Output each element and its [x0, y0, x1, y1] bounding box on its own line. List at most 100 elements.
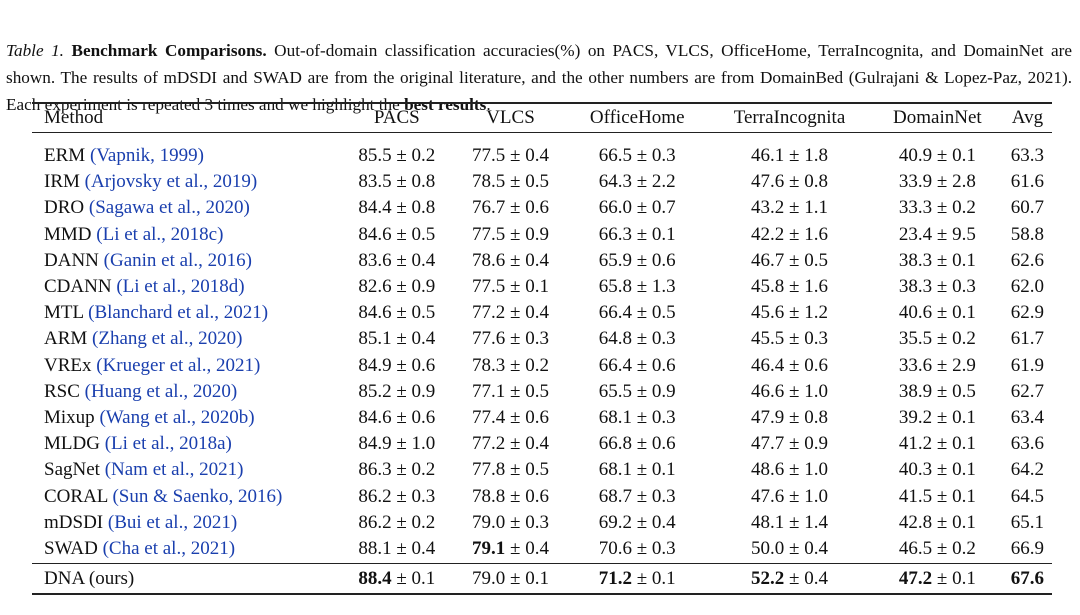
citation-link[interactable]: (Bui et al., 2021)	[107, 511, 238, 533]
terra-cell: 45.5 ± 0.3	[751, 328, 828, 350]
officehome-cell: 66.0 ± 0.7	[598, 197, 676, 219]
pacs-cell: 86.2 ± 0.3	[358, 485, 436, 507]
pacs-mean: 84.6	[358, 302, 392, 324]
header-officehome: OfficeHome	[589, 107, 685, 128]
vlcs-std: 0.6	[525, 485, 549, 507]
terra-mean: 43.2	[751, 197, 785, 219]
pacs-mean: 83.6	[358, 249, 392, 271]
vlcs-mean: 77.6	[472, 328, 506, 350]
method-name: SWAD	[44, 537, 98, 559]
pacs-mean: 85.5	[358, 145, 392, 167]
pacs-mean: 83.5	[358, 171, 392, 193]
officehome-cell: 68.1 ± 0.1	[598, 459, 676, 481]
vlcs-std: 0.4	[525, 249, 549, 271]
pacs-std: 0.9	[411, 276, 436, 298]
domainnet-mean: 40.3	[898, 459, 933, 481]
domainnet-std: 0.1	[952, 302, 976, 324]
ours-pacs-mean: 88.4	[358, 567, 392, 589]
avg-cell: 58.8	[1010, 223, 1045, 245]
domainnet-mean: 33.6	[898, 354, 933, 376]
avg-cell: 63.4	[1010, 406, 1045, 428]
terra-mean: 45.8	[751, 276, 785, 298]
vlcs-std: 0.4	[525, 145, 549, 167]
terra-mean: 48.6	[751, 459, 785, 481]
domainnet-std: 0.5	[952, 380, 976, 402]
pacs-std: 0.9	[411, 380, 436, 402]
method-cell: RSC (Huang et al., 2020)	[32, 379, 340, 405]
officehome-cell: 70.6 ± 0.3	[598, 537, 676, 559]
citation-link[interactable]: (Ganin et al., 2016)	[103, 249, 252, 271]
avg-cell: 62.9	[1010, 302, 1045, 324]
domainnet-cell: 46.5 ± 0.2	[898, 537, 976, 559]
pacs-cell: 83.6 ± 0.4	[358, 249, 436, 271]
vlcs-cell: 76.7 ± 0.6	[472, 197, 549, 219]
method-cell: ERM (Vapnik, 1999)	[32, 133, 340, 170]
caption-bold-phrase: best results	[404, 95, 487, 115]
pacs-std: 0.2	[411, 145, 436, 167]
domainnet-std: 2.9	[952, 354, 976, 376]
citation-link[interactable]: (Krueger et al., 2021)	[96, 354, 261, 376]
citation-link[interactable]: (Nam et al., 2021)	[104, 459, 244, 481]
citation-link[interactable]: (Sagawa et al., 2020)	[88, 197, 250, 219]
terra-mean: 46.6	[751, 380, 785, 402]
officehome-cell: 66.5 ± 0.3	[598, 145, 676, 167]
vlcs-cell: 77.2 ± 0.4	[472, 302, 549, 324]
pacs-std: 0.2	[411, 459, 436, 481]
avg-cell: 62.0	[1010, 276, 1045, 298]
avg-cell: 62.6	[1010, 249, 1045, 271]
terra-std: 0.4	[804, 537, 828, 559]
citation-link[interactable]: (Zhang et al., 2020)	[92, 328, 243, 350]
domainnet-mean: 33.3	[898, 197, 933, 219]
pacs-std: 0.6	[411, 354, 436, 376]
officehome-mean: 70.6	[598, 537, 632, 559]
method-cell: SagNet (Nam et al., 2021)	[32, 457, 340, 483]
citation-link[interactable]: (Arjovsky et al., 2019)	[84, 171, 258, 193]
method-name: SagNet	[44, 459, 100, 481]
domainnet-cell: 42.8 ± 0.1	[898, 511, 976, 533]
terra-mean: 47.6	[751, 171, 785, 193]
pacs-cell: 86.2 ± 0.2	[358, 511, 436, 533]
vlcs-mean: 77.5	[472, 276, 506, 298]
pacs-cell: 84.9 ± 1.0	[358, 433, 436, 455]
vlcs-mean: 77.1	[472, 380, 506, 402]
domainnet-mean: 38.3	[898, 276, 933, 298]
vlcs-std: 0.6	[525, 406, 549, 428]
table-row: ARM (Zhang et al., 2020) 85.1 ± 0.4 77.6 ±…	[32, 326, 1052, 352]
domainnet-cell: 41.2 ± 0.1	[898, 433, 976, 455]
citation-link[interactable]: (Huang et al., 2020)	[84, 380, 238, 402]
ours-vlcs: 79.0 ± 0.1	[472, 567, 549, 589]
officehome-std: 0.6	[651, 249, 676, 271]
citation-link[interactable]: (Sun & Saenko, 2016)	[112, 485, 283, 507]
terra-std: 1.8	[804, 145, 828, 167]
terra-mean: 48.1	[751, 511, 785, 533]
vlcs-cell: 78.3 ± 0.2	[472, 354, 549, 376]
officehome-std: 0.3	[651, 485, 676, 507]
method-cell: ARM (Zhang et al., 2020)	[32, 326, 340, 352]
ours-pacs-std: 0.1	[411, 567, 436, 589]
method-cell: CDANN (Li et al., 2018d)	[32, 274, 340, 300]
terra-cell: 46.1 ± 1.8	[751, 145, 828, 167]
terra-mean: 50.0	[751, 537, 785, 559]
officehome-mean: 64.8	[598, 328, 632, 350]
citation-link[interactable]: (Li et al., 2018d)	[116, 276, 245, 298]
method-name: DRO	[44, 197, 85, 219]
officehome-mean: 66.4	[598, 302, 632, 324]
citation-link[interactable]: (Vapnik, 1999)	[89, 145, 204, 167]
terra-cell: 48.1 ± 1.4	[751, 511, 828, 533]
citation-link[interactable]: (Blanchard et al., 2021)	[88, 302, 269, 324]
officehome-std: 0.3	[651, 328, 676, 350]
vlcs-mean: 78.6	[472, 249, 506, 271]
citation-link[interactable]: (Wang et al., 2020b)	[99, 406, 255, 428]
citation-link[interactable]: (Li et al., 2018a)	[104, 433, 232, 455]
terra-cell: 47.7 ± 0.9	[751, 433, 828, 455]
citation-link[interactable]: (Cha et al., 2021)	[102, 537, 236, 559]
method-name: MLDG	[44, 433, 100, 455]
terra-cell: 47.6 ± 0.8	[751, 171, 828, 193]
citation-link[interactable]: (Li et al., 2018c)	[96, 223, 224, 245]
terra-cell: 43.2 ± 1.1	[751, 197, 828, 219]
officehome-mean: 66.8	[598, 433, 632, 455]
method-name: mDSDI	[44, 511, 104, 533]
pacs-cell: 82.6 ± 0.9	[358, 276, 436, 298]
vlcs-cell: 77.8 ± 0.5	[472, 459, 549, 481]
ours-vlcs-std: 0.1	[525, 567, 549, 589]
